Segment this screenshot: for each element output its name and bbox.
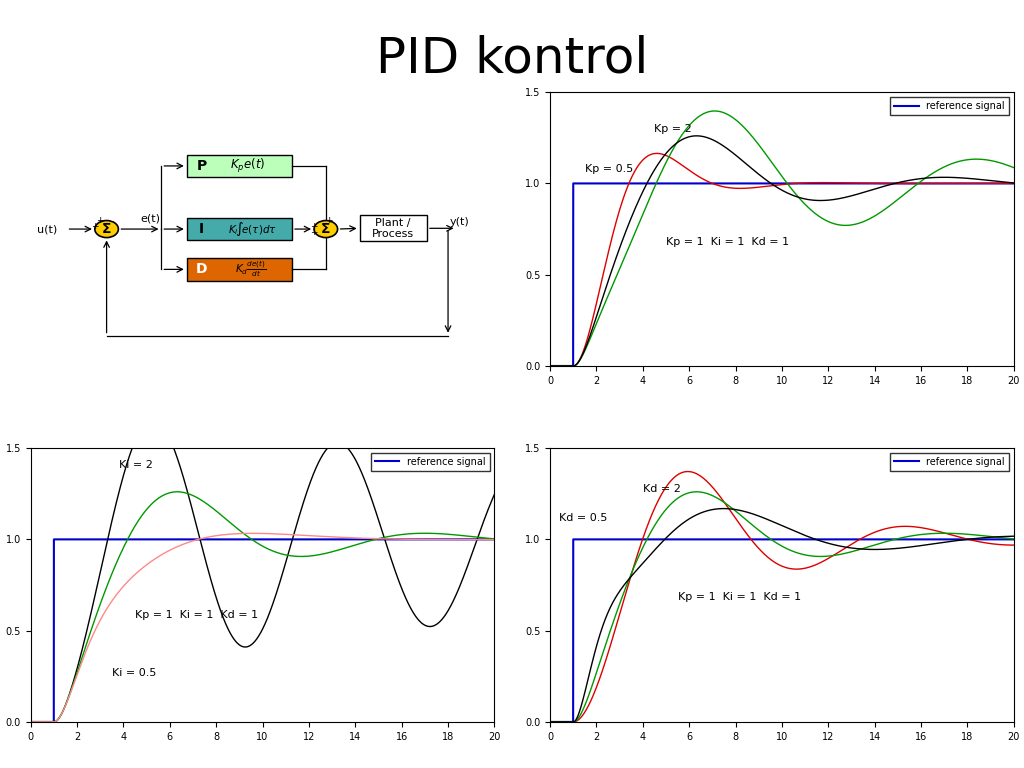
Legend: reference signal: reference signal bbox=[891, 97, 1009, 114]
FancyBboxPatch shape bbox=[186, 217, 292, 240]
Text: Plant /
Process: Plant / Process bbox=[372, 217, 415, 239]
Text: y(t): y(t) bbox=[451, 217, 470, 227]
FancyBboxPatch shape bbox=[186, 258, 292, 281]
Text: Kd = 0.5: Kd = 0.5 bbox=[559, 513, 607, 523]
Circle shape bbox=[95, 220, 119, 237]
Text: $K_p e(t)$: $K_p e(t)$ bbox=[230, 157, 265, 175]
Text: +: + bbox=[91, 221, 98, 230]
Text: Kp = 0.5: Kp = 0.5 bbox=[585, 164, 633, 174]
Text: -: - bbox=[106, 233, 111, 243]
FancyBboxPatch shape bbox=[186, 154, 292, 177]
Text: u(t): u(t) bbox=[37, 224, 57, 234]
Legend: reference signal: reference signal bbox=[371, 453, 489, 471]
Text: e(t): e(t) bbox=[140, 214, 161, 223]
Text: Σ: Σ bbox=[322, 222, 331, 236]
Text: Kp = 1  Ki = 1  Kd = 1: Kp = 1 Ki = 1 Kd = 1 bbox=[666, 237, 790, 247]
Legend: reference signal: reference signal bbox=[891, 453, 1009, 471]
Text: +: + bbox=[310, 221, 317, 230]
Text: Σ: Σ bbox=[101, 222, 112, 236]
Text: Ki = 0.5: Ki = 0.5 bbox=[112, 668, 157, 678]
Text: $K_i\!\int\! e(\tau)d\tau$: $K_i\!\int\! e(\tau)d\tau$ bbox=[227, 220, 276, 238]
Text: Kp = 2: Kp = 2 bbox=[654, 124, 692, 134]
Text: Kp = 1  Ki = 1  Kd = 1: Kp = 1 Ki = 1 Kd = 1 bbox=[135, 610, 258, 620]
Text: +: + bbox=[310, 228, 317, 237]
Text: Kd = 2: Kd = 2 bbox=[643, 484, 681, 494]
Text: Ki = 2: Ki = 2 bbox=[119, 460, 153, 470]
Text: PID kontrol: PID kontrol bbox=[376, 35, 648, 83]
Text: D: D bbox=[196, 263, 207, 276]
Text: Kp = 1  Ki = 1  Kd = 1: Kp = 1 Ki = 1 Kd = 1 bbox=[678, 591, 801, 601]
Circle shape bbox=[314, 220, 338, 237]
Text: I: I bbox=[199, 222, 204, 236]
Text: +: + bbox=[96, 216, 104, 225]
Text: +: + bbox=[326, 216, 333, 225]
Text: P: P bbox=[197, 159, 207, 173]
FancyBboxPatch shape bbox=[359, 215, 427, 241]
Text: $K_d\frac{de(t)}{dt}$: $K_d\frac{de(t)}{dt}$ bbox=[236, 260, 266, 280]
